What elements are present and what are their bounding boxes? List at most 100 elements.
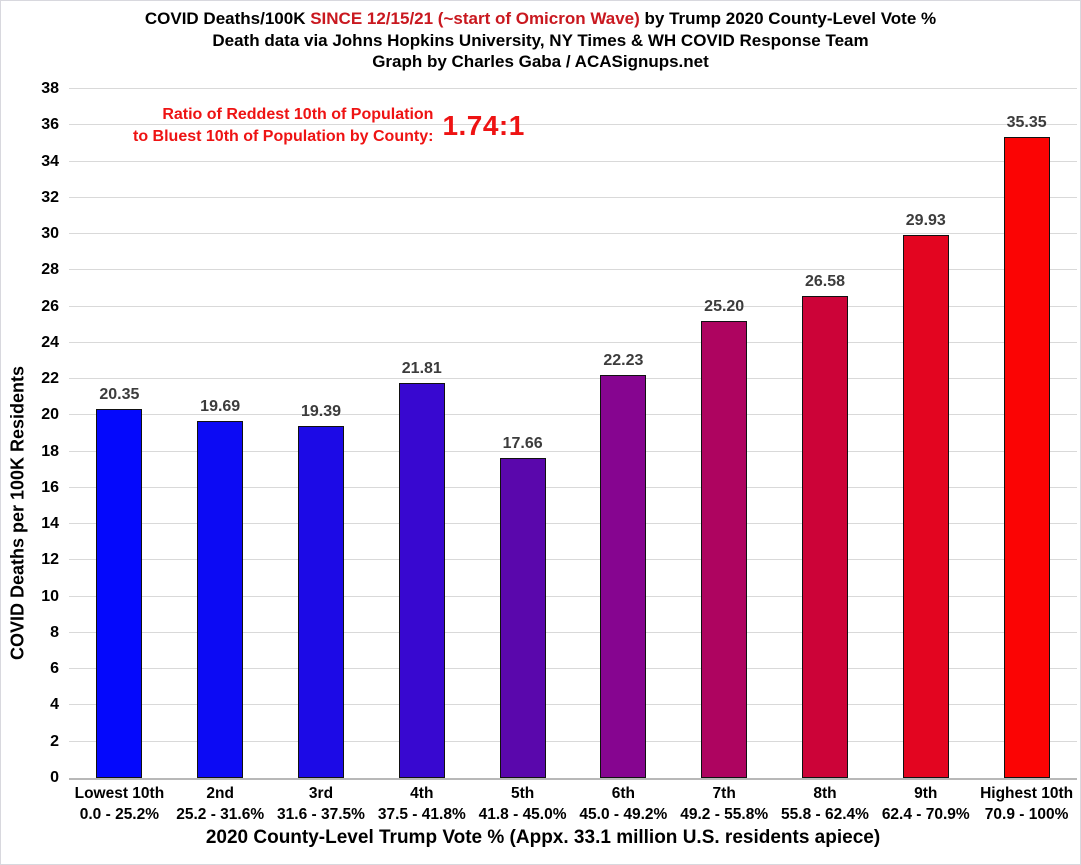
- gridline: [69, 559, 1077, 561]
- bar-3: [298, 426, 344, 778]
- bar-7: [701, 321, 748, 778]
- gridline: [69, 341, 1077, 343]
- bar-5: [499, 457, 546, 778]
- bar-1: [96, 409, 143, 778]
- gridline: [69, 88, 1077, 89]
- ratio-value: 1.74:1: [442, 110, 525, 141]
- chart-credit: Graph by Charles Gaba / ACASignups.net: [372, 52, 709, 71]
- chart-title-block: COVID Deaths/100K SINCE 12/15/21 (~start…: [1, 8, 1080, 73]
- x-category-6: 6th 45.0 - 49.2%: [573, 783, 674, 825]
- x-category-tier: Highest 10th: [980, 785, 1074, 802]
- x-category-tier: 6th: [611, 785, 635, 802]
- bar-value-label: 17.66: [502, 434, 543, 452]
- ratio-annotation-line1: Ratio of Reddest 10th of Population: [162, 106, 434, 123]
- gridline: [69, 595, 1077, 597]
- x-category-range: 70.9 - 100%: [984, 806, 1069, 823]
- x-category-tier: Lowest 10th: [74, 785, 165, 802]
- x-category-range: 49.2 - 55.8%: [680, 806, 769, 823]
- x-category-range: 62.4 - 70.9%: [881, 806, 970, 823]
- gridline: [69, 631, 1077, 633]
- y-tick-label: 18: [41, 442, 59, 460]
- bar-value-label: 21.81: [401, 359, 442, 377]
- bar-8: [802, 296, 848, 778]
- bar-value-label: 19.69: [200, 398, 241, 415]
- bar-value-label: 35.35: [1006, 114, 1047, 132]
- x-category-tier: 4th: [410, 785, 434, 802]
- title-prefix: COVID Deaths/100K: [144, 9, 311, 28]
- x-category-tier: 2nd: [206, 785, 234, 802]
- y-tick-label: 16: [41, 478, 59, 496]
- x-category-range: 45.0 - 49.2%: [579, 806, 668, 823]
- gridline: [69, 378, 1077, 380]
- y-tick-label: 10: [41, 587, 59, 605]
- x-axis-categories: Lowest 10th 0.0 - 25.2% 2nd 25.2 - 31.6% 3rd…: [69, 783, 1077, 825]
- y-tick-label: 24: [41, 333, 59, 351]
- bar-value-label: 26.58: [804, 273, 846, 291]
- x-category-tier: 5th: [510, 785, 535, 802]
- bar-2: [197, 421, 244, 778]
- bar-value-label: 29.93: [905, 212, 946, 230]
- y-axis-ticks: 0 2 4 6 8 10 12 14 16 18 20 22 24 26 28 30 32 34 36 38: [27, 80, 59, 786]
- gridline: [69, 196, 1077, 198]
- gridline: [69, 668, 1077, 670]
- bar-9: [902, 235, 949, 778]
- gridline: [69, 269, 1077, 271]
- x-category-tier: 8th: [813, 785, 837, 802]
- gridline: [69, 740, 1077, 742]
- y-tick-label: 34: [41, 152, 59, 170]
- x-axis-title: 2020 County-Level Trump Vote % (Appx. 33…: [205, 827, 881, 848]
- gridline: [69, 233, 1077, 235]
- y-tick-label: 12: [41, 551, 59, 569]
- y-axis-title: COVID Deaths per 100K Residents: [7, 365, 28, 661]
- bar-value-label: 22.23: [603, 351, 644, 369]
- ratio-annotation-line2: to Bluest 10th of Population by County:: [133, 128, 434, 145]
- x-category-range: 55.8 - 62.4%: [781, 806, 869, 823]
- x-category-tier: 9th: [914, 785, 938, 802]
- bar-10: [1003, 137, 1050, 778]
- x-category-7: 7th 49.2 - 55.8%: [674, 783, 775, 825]
- x-category-tier: 7th: [712, 785, 736, 802]
- gridline: [69, 414, 1077, 416]
- y-tick-label: 20: [41, 406, 59, 424]
- gridline: [69, 523, 1077, 525]
- y-tick-label: 8: [50, 623, 59, 641]
- bar-value-label: 25.20: [704, 298, 745, 316]
- y-tick-label: 0: [50, 769, 59, 786]
- x-category-4: 4th 37.5 - 41.8%: [371, 783, 472, 825]
- title-suffix: by Trump 2020 County-Level Vote %: [639, 9, 937, 28]
- x-category-range: 41.8 - 45.0%: [478, 806, 567, 823]
- ratio-annotation: Ratio of Reddest 10th of Population to B…: [133, 104, 525, 148]
- bar-4: [398, 382, 445, 778]
- y-tick-label: 4: [50, 696, 59, 714]
- plot-area: 20.35 19.69 19.39 21.81 17.66 22.23 25.20 26.58…: [69, 88, 1077, 780]
- title-red-highlight: SINCE 12/15/21 (~start of Omicron Wave): [310, 9, 640, 28]
- x-category-range: 31.6 - 37.5%: [277, 806, 365, 823]
- x-category-9: 9th 62.4 - 70.9%: [875, 783, 976, 825]
- gridline: [69, 124, 1077, 126]
- gridline: [69, 160, 1077, 162]
- gridline: [69, 486, 1077, 488]
- y-tick-label: 2: [50, 732, 59, 750]
- y-tick-label: 36: [41, 116, 59, 134]
- chart-title-line1: COVID Deaths/100K SINCE 12/15/21 (~start…: [1, 8, 1080, 30]
- y-tick-label: 30: [41, 225, 59, 243]
- gridline: [69, 450, 1077, 452]
- x-category-range: 0.0 - 25.2%: [79, 806, 160, 823]
- gridline: [69, 305, 1077, 307]
- y-tick-label: 28: [41, 261, 59, 279]
- x-category-range: 25.2 - 31.6%: [176, 806, 265, 823]
- y-tick-label: 6: [50, 660, 59, 678]
- bar-value-label: 19.39: [300, 403, 342, 421]
- x-category-8: 8th 55.8 - 62.4%: [775, 783, 876, 825]
- x-category-10: Highest 10th 70.9 - 100%: [976, 783, 1077, 825]
- x-category-2: 2nd 25.2 - 31.6%: [170, 783, 271, 825]
- y-tick-label: 38: [41, 80, 59, 97]
- x-category-range: 37.5 - 41.8%: [377, 806, 466, 823]
- chart-subtitle: Death data via Johns Hopkins University,…: [212, 30, 869, 50]
- bar-value-label: 20.35: [99, 386, 140, 404]
- ratio-annotation-text: Ratio of Reddest 10th of Population to B…: [133, 104, 433, 148]
- gridline: [69, 704, 1077, 706]
- x-category-5: 5th 41.8 - 45.0%: [472, 783, 573, 825]
- y-tick-label: 22: [41, 370, 59, 388]
